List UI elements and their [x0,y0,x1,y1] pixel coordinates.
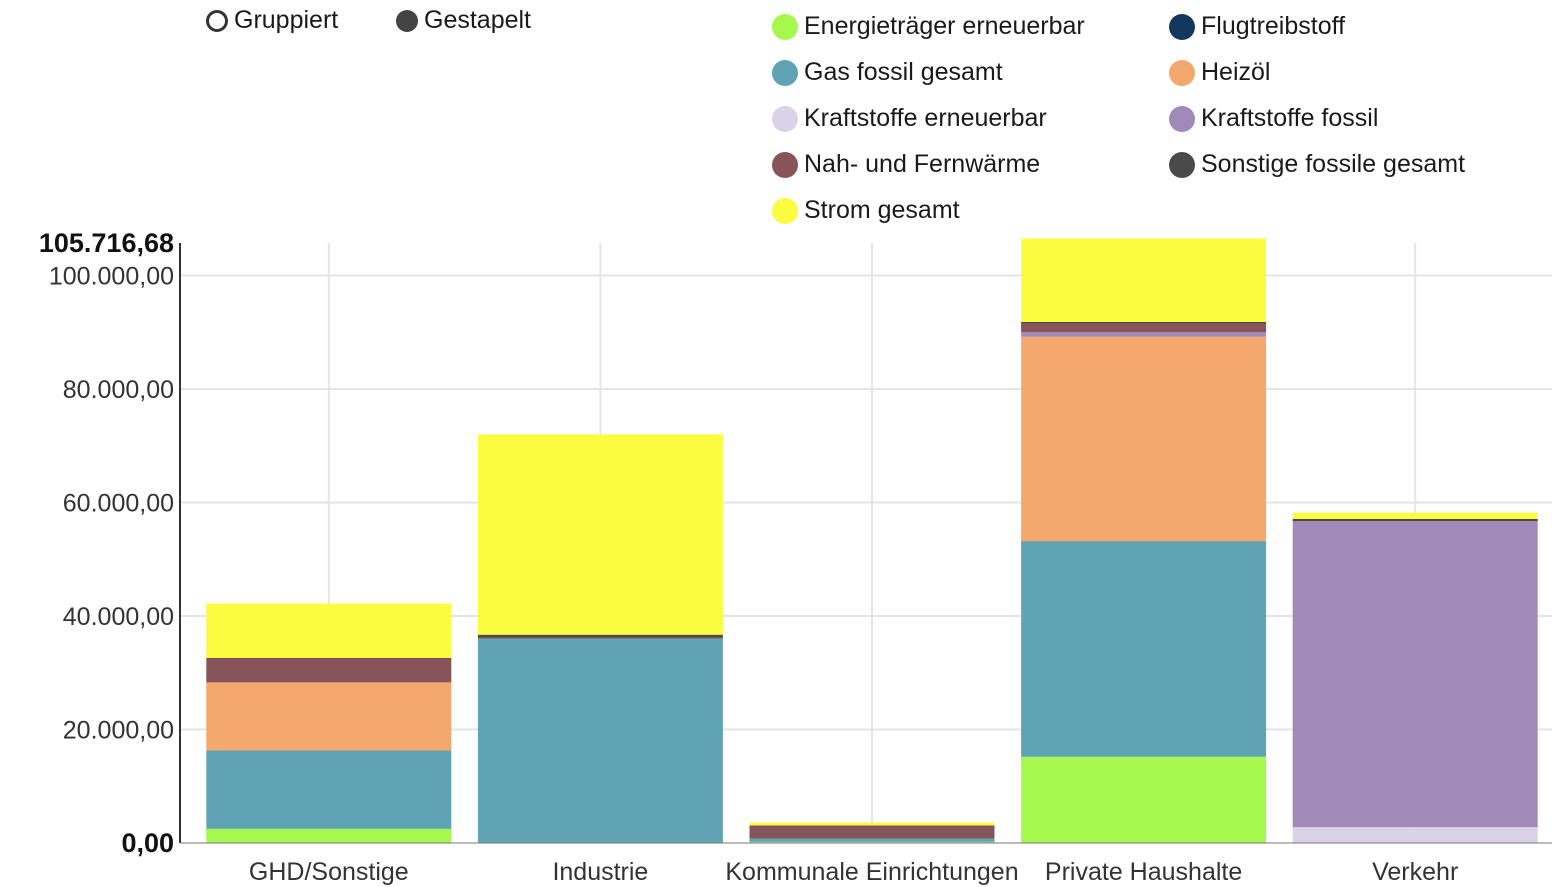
legend-label: Kraftstoffe fossil [1201,104,1379,132]
legend-label: Sonstige fossile gesamt [1201,150,1466,178]
legend-swatch [1169,105,1195,132]
bar-segment[interactable] [477,638,723,843]
legend-item[interactable]: Sonstige fossile gesamt [1169,150,1465,179]
bar-segment[interactable] [749,825,995,839]
legend-item[interactable]: Kraftstoffe fossil [1169,104,1378,133]
legend-swatch [772,197,798,224]
legend-item[interactable]: Kraftstoffe erneuerbar [772,104,1047,133]
bar-segment[interactable] [749,841,995,843]
bar-segment[interactable] [1021,541,1267,757]
x-category-label: Kommunale Einrichtungen [725,858,1018,886]
legend-item[interactable]: Strom gesamt [772,196,960,225]
legend-item[interactable]: Nah- und Fernwärme [772,150,1040,179]
legend-label: Heizöl [1201,58,1271,86]
legend-item[interactable]: Flugtreibstoff [1169,12,1345,41]
bar-segment[interactable] [1292,518,1538,522]
bar-segment[interactable] [206,657,452,659]
bar-segment[interactable] [477,637,723,639]
y-tick-label: 40.000,00 [63,603,174,631]
legend-swatch [1169,13,1195,40]
radio-filled-icon [396,9,418,32]
bar-segment[interactable] [1292,827,1538,843]
legend-item[interactable]: Gas fossil gesamt [772,58,1003,87]
bar-segment[interactable] [1021,332,1267,337]
bar-segment[interactable] [206,750,452,829]
y-tick-label: 60.000,00 [63,489,174,517]
legend-label: Flugtreibstoff [1201,12,1346,40]
legend-label: Kraftstoffe erneuerbar [804,104,1047,132]
bar-segment[interactable] [749,822,995,826]
legend-swatch [772,13,798,40]
bar-segment[interactable] [206,682,452,751]
y-max-label: 105.716,68 [39,228,174,258]
bar-segment[interactable] [1021,238,1267,322]
bar-segment[interactable] [477,634,723,638]
stacked-toggle[interactable]: Gestapelt [396,6,531,35]
stacked-label: Gestapelt [424,6,532,34]
legend-swatch [1169,59,1195,86]
bar-segment[interactable] [1021,756,1267,843]
bar-segment[interactable] [749,838,995,842]
bar-segment[interactable] [1021,321,1267,324]
legend-item[interactable]: Heizöl [1169,58,1270,87]
x-category-label: Industrie [552,858,648,886]
legend-label: Gas fossil gesamt [804,58,1003,86]
y-tick-label: 20.000,00 [63,716,174,744]
grouped-toggle[interactable]: Gruppiert [206,6,338,35]
y-zero-label: 0,00 [121,828,174,858]
bar-segment[interactable] [206,603,452,658]
bar-segment[interactable] [1292,512,1538,519]
legend-swatch [772,151,798,178]
legend-swatch [772,105,798,132]
legend-label: Strom gesamt [804,196,960,224]
bar-segment[interactable] [1292,521,1538,828]
legend-label: Nah- und Fernwärme [804,150,1041,178]
y-tick-label: 80.000,00 [63,376,174,404]
legend-swatch [772,59,798,86]
bar-segment[interactable] [477,434,723,635]
y-tick-label: 100.000,00 [49,262,174,290]
bar-segment[interactable] [206,658,452,683]
x-category-label: Verkehr [1372,858,1458,886]
legend-item[interactable]: Energieträger erneuerbar [772,12,1085,41]
legend-swatch [1169,151,1195,178]
x-category-label: GHD/Sonstige [249,858,409,886]
x-category-label: Private Haushalte [1045,858,1242,886]
radio-empty-icon [206,9,228,32]
bar-segment[interactable] [1021,336,1267,542]
grouped-label: Gruppiert [234,6,339,34]
bar-segment[interactable] [206,828,452,843]
legend-label: Energieträger erneuerbar [804,12,1085,40]
bar-segment[interactable] [1021,323,1267,333]
